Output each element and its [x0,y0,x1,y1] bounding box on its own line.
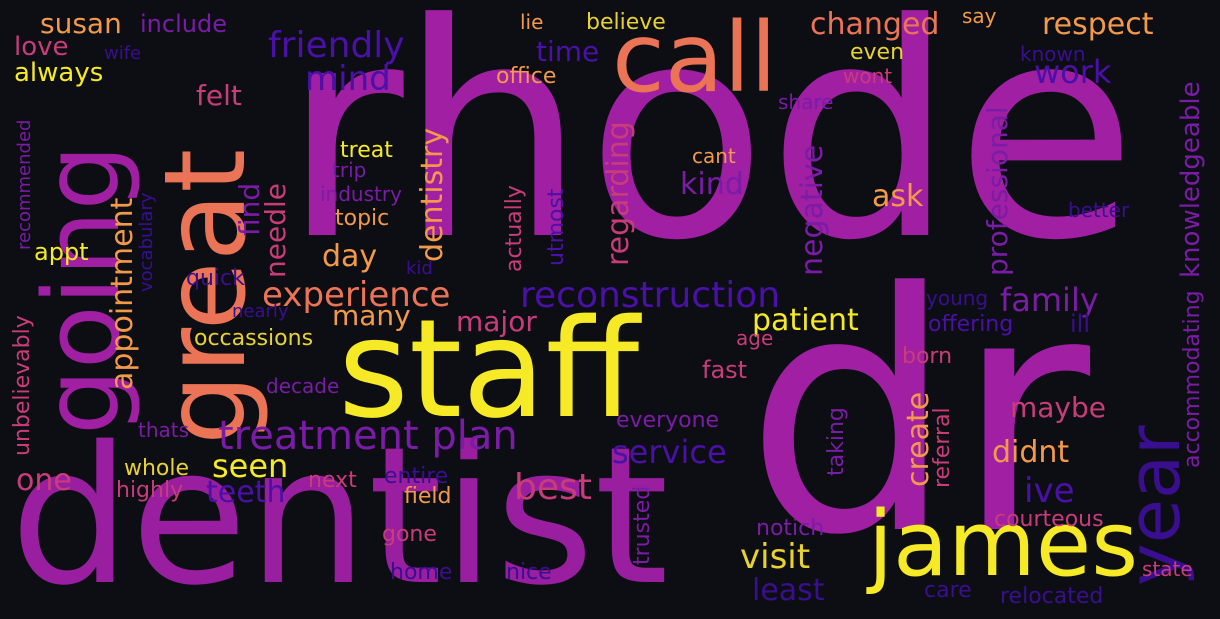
word-one: one [16,463,72,498]
word-james: james [868,492,1139,597]
word-maybe: maybe [1010,391,1107,424]
word-young: young [926,286,989,310]
word-offering: offering [928,312,1014,337]
word-treat: treat [340,138,393,163]
word-taking: taking [824,407,849,476]
word-family: family [1000,281,1099,319]
word-visit: visit [740,537,811,577]
word-love: love [14,32,69,62]
word-changed: changed [810,7,940,42]
word-dentistry: dentistry [415,127,450,262]
word-next: next [308,468,357,493]
word-best: best [514,467,592,508]
word-major: major [456,305,537,338]
word-create: create [901,391,936,487]
word-dr: dr [745,223,1091,607]
word-accommodating: accommodating [1180,290,1205,468]
word-appt: appt [34,238,89,266]
word-entire: entire [384,464,449,489]
word-even: even [850,40,905,65]
word-office: office [496,64,557,89]
word-nearly: nearly [232,301,289,322]
word-call: call [612,2,777,114]
word-home: home [390,560,453,585]
word-needle: needle [259,183,292,278]
word-ill: ill [1070,310,1091,338]
word-known: known [1020,42,1086,66]
word-service: service [612,433,727,471]
word-susan: susan [40,7,122,40]
word-nice: nice [506,560,552,585]
word-believe: believe [586,10,666,35]
word-work: work [1034,53,1112,91]
word-topic: topic [335,206,390,231]
word-ive: ive [1024,471,1075,511]
word-professional: professional [981,106,1014,276]
word-knowledgeable: knowledgeable [1176,81,1206,278]
word-wont: wont [843,64,893,88]
word-unbelievably: unbelievably [10,315,35,456]
word-field: field [404,484,452,509]
word-friendly: friendly [268,25,405,66]
word-patient: patient [752,303,859,338]
word-share: share [778,90,834,114]
word-age: age [736,326,774,350]
word-care: care [924,578,972,603]
word-reconstruction: reconstruction [520,275,781,316]
word-occassions: occassions [194,326,314,351]
word-always: always [14,58,104,88]
word-seen: seen [212,447,289,485]
word-many: many [332,299,411,332]
word-quick: quick [186,266,245,291]
word-trip: trip [332,158,367,182]
word-say: say [962,4,997,28]
word-courteous: courteous [994,507,1104,532]
word-ask: ask [872,179,924,214]
word-kid: kid [406,258,433,279]
word-appointment: appointment [105,197,140,390]
word-decade: decade [266,374,340,398]
word-vocabulary: vocabulary [136,192,157,292]
word-treatment-plan: treatment plan [218,413,518,459]
word-trusted: trusted [630,485,655,565]
word-utmost: utmost [544,188,569,266]
word-include: include [140,10,227,38]
word-least: least [752,573,825,608]
word-dentist: dentist [10,406,669,619]
word-staff: staff [338,291,640,449]
word-day: day [322,239,378,274]
word-thats: thats [138,418,190,442]
word-notich: notich [756,516,825,541]
word-regarding: regarding [601,121,636,266]
word-relocated: relocated [1000,584,1104,609]
word-lie: lie [520,10,544,34]
word-respect: respect [1042,7,1154,42]
word-whole: whole [124,456,190,481]
word-actually: actually [502,185,527,272]
word-mind: mind [305,59,391,99]
word-felt: felt [196,79,242,112]
word-kind: kind [680,167,744,202]
word-negative: negative [795,144,830,276]
word-recommended: recommended [14,119,35,250]
word-cant: cant [692,144,736,168]
word-everyone: everyone [616,408,720,433]
word-didnt: didnt [992,435,1070,470]
word-fast: fast [702,356,748,384]
word-teeth: teeth [206,475,286,510]
word-time: time [536,35,600,68]
word-rhode: rhode [282,0,1138,305]
word-experience: experience [262,275,451,315]
word-wife: wife [104,43,142,64]
word-better: better [1068,198,1130,222]
word-highly: highly [116,478,184,503]
word-state: state [1142,557,1193,581]
word-industry: industry [320,182,402,206]
word-gone: gone [382,522,437,547]
word-born: born [902,344,953,369]
